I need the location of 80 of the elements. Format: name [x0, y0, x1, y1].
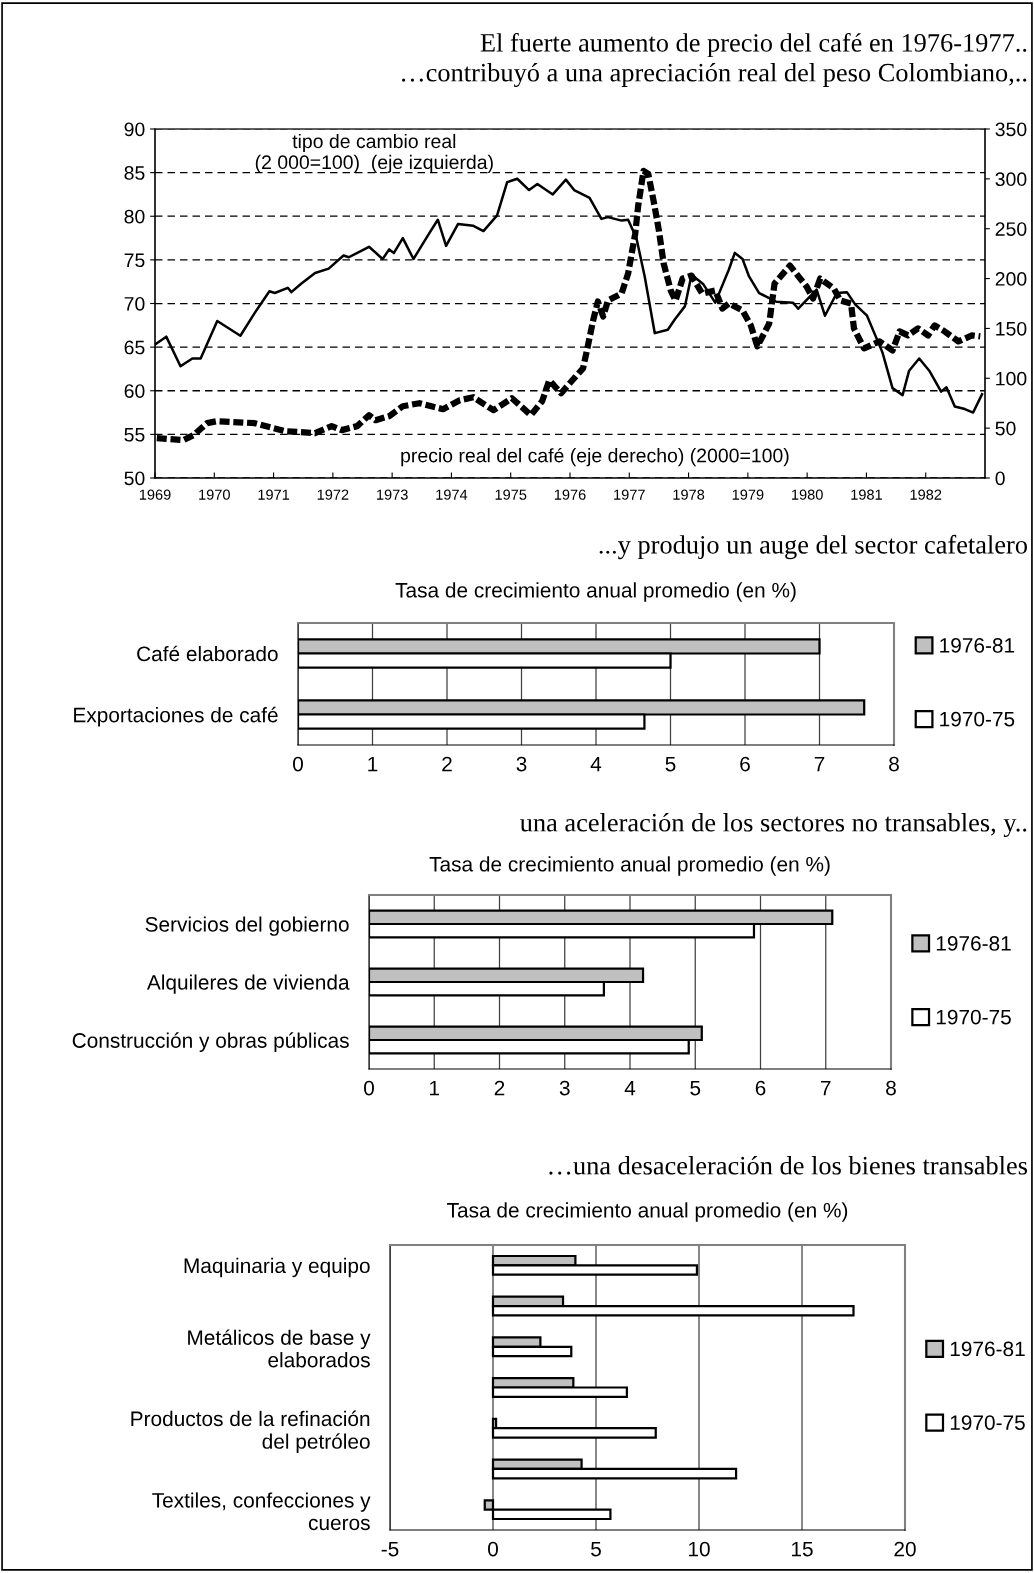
- y-tick-label: Productos de la refinación del petróleo: [131, 1410, 370, 1453]
- legend-label: 1970-75: [940, 711, 1015, 727]
- x-tick-label: 0: [488, 1541, 498, 1557]
- series-label: precio real del café (eje derecho) (2000=100): [401, 447, 789, 467]
- x-tick-label: 1975: [495, 489, 527, 500]
- x-tick-label: 1972: [317, 489, 349, 500]
- y-tick-label: Metálicos de base y elaborados: [188, 1329, 371, 1368]
- y-tick-label: Servicios del gobierno: [145, 916, 349, 936]
- x-tick-label: 1982: [910, 489, 942, 500]
- x-tick-label: 7: [814, 756, 825, 772]
- legend-label: 1976-81: [950, 1341, 1025, 1357]
- x-tick-label: 0: [364, 1080, 374, 1096]
- x-tick-label: 1970: [199, 489, 230, 500]
- y2-tick-label: 200: [995, 272, 1027, 286]
- x-tick-label: 1977: [614, 489, 645, 500]
- chart-subtitle: …contribuyó a una apreciación real del peso Colombiano,..: [402, 62, 1027, 88]
- x-tick-label: 1971: [258, 489, 290, 500]
- legend-label: 1976-81: [936, 936, 1011, 951]
- y-tick-label: Textiles, confecciones y cueros: [152, 1492, 371, 1531]
- x-tick-label: 1974: [436, 489, 468, 500]
- y-tick-label: 75: [124, 253, 145, 268]
- x-tick-label: 1979: [732, 489, 764, 500]
- x-tick-label: 5: [690, 1080, 701, 1096]
- x-tick-label: 2: [494, 1080, 505, 1096]
- y2-tick-label: 0: [995, 471, 1005, 486]
- x-tick-label: 5: [665, 756, 676, 772]
- y2-tick-label: 250: [995, 222, 1027, 236]
- y-tick-label: Exportaciones de café: [74, 706, 278, 727]
- series-label: tipo de cambio real (2 000=100) (eje izquierda): [255, 133, 493, 173]
- y2-tick-label: 350: [995, 122, 1027, 137]
- y2-tick-label: 100: [996, 371, 1027, 386]
- y2-tick-label: 150: [996, 321, 1027, 336]
- x-tick-label: 5: [591, 1541, 601, 1557]
- y-tick-label: 65: [124, 340, 145, 355]
- chart-subtitle: Tasa de crecimiento anual promedio (en %): [447, 1202, 848, 1222]
- x-tick-label: 7: [821, 1080, 831, 1096]
- y-tick-label: Café elaborado: [137, 645, 278, 662]
- x-tick-label: 3: [516, 756, 527, 772]
- y-tick-label: Construcción y obras públicas: [72, 1032, 349, 1052]
- x-tick-label: 15: [792, 1541, 813, 1557]
- y-tick-label: Maquinaria y equipo: [184, 1257, 370, 1278]
- x-tick-label: 3: [559, 1080, 570, 1096]
- y-tick-label: 70: [124, 296, 145, 311]
- x-tick-label: 1: [368, 756, 378, 772]
- chart-title: una aceleración de los sectores no transables, y..: [520, 812, 1027, 838]
- x-tick-label: 10: [689, 1541, 710, 1557]
- x-tick-label: 6: [755, 1080, 766, 1096]
- y-tick-label: 60: [124, 384, 145, 398]
- x-tick-label: 1: [430, 1080, 440, 1096]
- chart-title: ...y produjo un auge del sector cafetalero: [599, 534, 1027, 560]
- x-tick-label: 8: [886, 1080, 896, 1096]
- y-tick-label: 90: [124, 122, 145, 137]
- x-tick-label: 8: [889, 756, 899, 772]
- x-tick-label: 20: [894, 1541, 916, 1557]
- x-tick-label: 1981: [851, 489, 882, 500]
- x-tick-label: -5: [381, 1541, 399, 1557]
- y2-tick-label: 300: [995, 172, 1027, 187]
- y-tick-label: Alquileres de vivienda: [146, 974, 350, 994]
- legend-label: 1970-75: [936, 1009, 1011, 1025]
- x-tick-label: 1978: [673, 489, 705, 500]
- chart-title: …una desaceleración de los bienes transables: [549, 1156, 1028, 1175]
- x-tick-label: 6: [740, 756, 750, 772]
- x-tick-label: 0: [293, 756, 303, 772]
- y-tick-label: 85: [124, 166, 145, 180]
- x-tick-label: 2: [442, 756, 452, 772]
- y-tick-label: 50: [124, 471, 145, 486]
- x-tick-label: 4: [590, 756, 602, 772]
- legend-label: 1970-75: [950, 1415, 1025, 1430]
- x-tick-label: 1973: [377, 489, 408, 500]
- x-tick-label: 1976: [554, 489, 586, 500]
- chart-title: El fuerte aumento de precio del café en 1976-1977..: [480, 32, 1027, 58]
- x-tick-label: 1969: [139, 489, 171, 500]
- x-tick-label: 1980: [792, 489, 823, 500]
- legend-label: 1976-81: [940, 638, 1015, 653]
- y-tick-label: 80: [124, 209, 145, 224]
- y-tick-label: 55: [124, 428, 145, 442]
- y2-tick-label: 50: [995, 421, 1016, 436]
- chart-subtitle: Tasa de crecimiento anual promedio (en %): [395, 582, 796, 602]
- chart-subtitle: Tasa de crecimiento anual promedio (en %): [429, 856, 830, 876]
- x-tick-label: 4: [624, 1080, 636, 1096]
